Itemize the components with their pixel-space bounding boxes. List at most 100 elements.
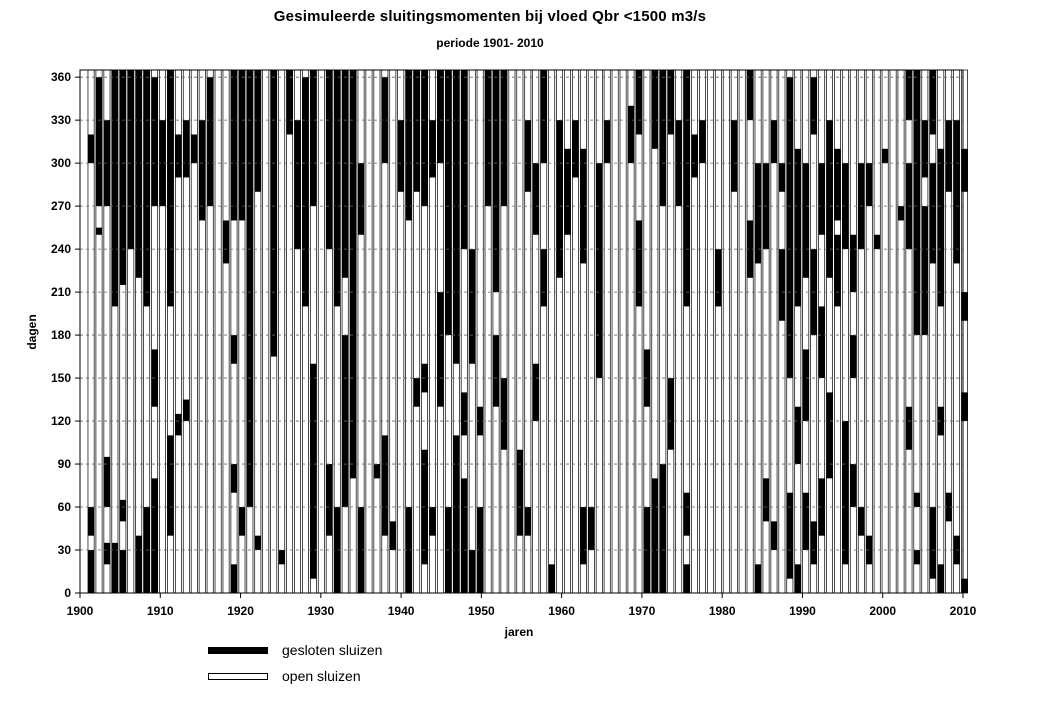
- bar-closed-1994-0: [826, 392, 833, 479]
- bar-closed-1975-0: [675, 120, 682, 207]
- bar-closed-1927-0: [294, 120, 301, 250]
- bar-open-1968: [619, 69, 627, 594]
- bar-closed-1913-1: [183, 120, 190, 178]
- bar-closed-2011-3: [961, 148, 968, 192]
- bar-open-1985: [754, 69, 762, 594]
- bar-open-1936: [365, 69, 373, 594]
- bar-closed-2000-0: [874, 234, 881, 250]
- y-tick-label-90: 90: [58, 457, 72, 471]
- bar-closed-1904-1: [111, 70, 118, 307]
- bar-closed-1952-1: [492, 70, 500, 293]
- bar-open-1990: [794, 69, 802, 594]
- bar-closed-1909-0: [151, 478, 158, 593]
- y-tick-label-0: 0: [64, 586, 71, 600]
- bar-closed-1993-2: [818, 163, 825, 235]
- bar-closed-1901-1: [87, 507, 95, 536]
- bar-closed-2004-0: [905, 406, 913, 450]
- bar-closed-1912-1: [175, 134, 182, 178]
- bar-closed-1941-0: [405, 507, 412, 593]
- bar-closed-1919-1: [230, 564, 238, 593]
- bar-closed-2008-0: [937, 564, 944, 593]
- bar-closed-1925-0: [278, 550, 285, 565]
- y-tick-label-300: 300: [51, 156, 71, 170]
- bar-closed-1953-0: [500, 378, 508, 450]
- bar-closed-2008-2: [937, 148, 944, 307]
- bar-closed-1958-0: [540, 249, 547, 307]
- bar-closed-1934-0: [350, 70, 357, 479]
- bar-closed-1938-0: [381, 435, 388, 536]
- bar-closed-1966-0: [604, 120, 611, 164]
- bar-open-1980: [714, 69, 722, 594]
- chart-title: Gesimuleerde sluitingsmomenten bij vloed…: [273, 8, 707, 25]
- x-tick-label-1940: 1940: [388, 604, 415, 618]
- bar-open-1917: [214, 69, 222, 594]
- bar-closed-1982-0: [731, 120, 738, 192]
- bar-closed-1944-1: [429, 120, 436, 178]
- bar-closed-2011-2: [961, 292, 968, 321]
- bar-closed-1931-0: [326, 464, 333, 536]
- bar-closed-2010-1: [953, 120, 960, 264]
- y-tick-label-30: 30: [58, 543, 72, 557]
- bar-closed-1970-0: [635, 220, 643, 307]
- bar-closed-1929-0: [310, 363, 317, 579]
- bar-closed-1978-0: [699, 120, 706, 164]
- bar-closed-1960-0: [556, 120, 563, 278]
- bar-closed-2009-0: [945, 492, 952, 522]
- bar-closed-1940-0: [397, 120, 404, 192]
- bar-closed-1921-0: [246, 70, 253, 508]
- bar-open-1937: [373, 69, 381, 594]
- legend-swatch-closed: [208, 646, 268, 654]
- y-axis-label: dagen: [25, 314, 39, 349]
- bar-closed-1918-0: [222, 220, 230, 264]
- bar-closed-1926-0: [286, 70, 293, 135]
- bar-closed-1977-0: [691, 134, 698, 178]
- bar-closed-1991-2: [802, 163, 809, 278]
- bar-closed-2006-0: [921, 206, 928, 336]
- bar-closed-1911-1: [167, 70, 174, 307]
- bar-closed-1998-0: [858, 507, 865, 536]
- bar-closed-1959-0: [548, 564, 555, 593]
- bar-closed-1995-1: [834, 148, 841, 221]
- bar-closed-1902-0: [95, 227, 103, 235]
- bar-closed-1955-0: [516, 449, 523, 536]
- bar-closed-1911-0: [167, 435, 174, 536]
- bar-closed-2005-0: [913, 550, 920, 565]
- bar-closed-2007-0: [929, 507, 936, 579]
- x-tick-label-1990: 1990: [789, 604, 816, 618]
- bar-closed-1988-0: [778, 249, 785, 321]
- bar-closed-1965-0: [596, 163, 603, 379]
- bar-closed-1961-0: [564, 148, 571, 235]
- bar-closed-1948-1: [461, 392, 468, 436]
- bar-closed-1908-1: [143, 70, 150, 307]
- bar-closed-1910-0: [159, 120, 166, 207]
- bar-open-1957: [532, 69, 540, 594]
- y-tick-label-120: 120: [51, 414, 71, 428]
- bar-closed-1973-0: [659, 464, 666, 593]
- bar-open-2008: [937, 69, 945, 594]
- bar-open-1925: [278, 69, 286, 594]
- y-tick-label-360: 360: [51, 70, 71, 84]
- bar-closed-1944-0: [429, 507, 436, 536]
- bar-closed-1945-1: [437, 70, 444, 164]
- bar-closed-1950-1: [477, 406, 484, 436]
- bar-closed-1957-0: [532, 363, 539, 422]
- bar-closed-1984-1: [747, 70, 754, 121]
- bar-open-2011: [961, 69, 968, 594]
- bar-closed-1946-1: [445, 70, 452, 336]
- bar-closed-1993-0: [818, 478, 825, 536]
- bar-closed-1933-1: [342, 70, 349, 278]
- bar-closed-1919-2: [230, 464, 238, 493]
- bar-closed-1920-1: [238, 70, 246, 221]
- bar-closed-1949-0: [469, 550, 476, 593]
- bar-closed-1947-0: [453, 435, 460, 593]
- bar-closed-1974-1: [667, 70, 674, 135]
- bar-closed-1974-0: [667, 378, 674, 450]
- bar-closed-2005-2: [913, 70, 920, 336]
- bar-open-2002: [889, 69, 897, 594]
- bar-closed-1938-1: [381, 77, 388, 164]
- plot-frame: [79, 69, 964, 594]
- bar-open-1959: [548, 69, 556, 594]
- legend-label-closed: gesloten sluizen: [282, 642, 383, 658]
- bar-closed-1932-1: [334, 70, 341, 307]
